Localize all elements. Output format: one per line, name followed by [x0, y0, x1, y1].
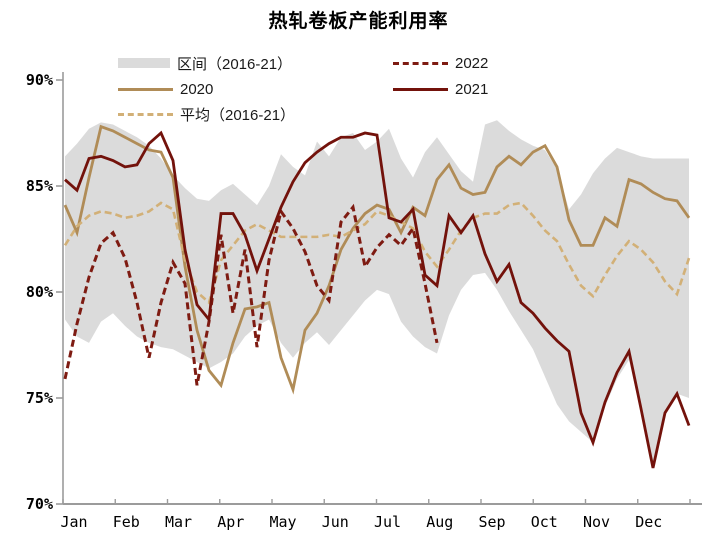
legend-item-average: 平均（2016-21）	[118, 105, 296, 124]
x-tick-label: May	[269, 513, 296, 531]
chart-title: 热轧卷板产能利用率	[268, 11, 449, 32]
series-2020	[63, 124, 691, 395]
legend-swatch-range-band	[118, 58, 170, 68]
legend-label-range: 区间（2016-21）	[177, 55, 293, 73]
x-tick-label: Jun	[322, 513, 349, 531]
series-2021	[64, 130, 691, 469]
range-band-2016-21	[65, 120, 689, 466]
series-201621	[63, 201, 691, 305]
legend-item-2020: 2020	[118, 80, 213, 98]
x-tick-label: Sep	[478, 513, 505, 531]
legend-label-2020: 2020	[180, 80, 214, 98]
legend-swatch-2022-dash	[393, 61, 448, 65]
y-tick-label: 75%	[26, 389, 53, 407]
legend-swatch-2020-line	[118, 87, 173, 91]
legend-swatch-2021-line	[393, 87, 448, 91]
x-tick-label: Apr	[217, 513, 244, 531]
legend-item-range: 区间（2016-21）	[118, 54, 293, 73]
x-tick-label: Feb	[113, 513, 140, 531]
y-tick-label: 90%	[26, 71, 53, 89]
x-tick-label: Dec	[635, 513, 662, 531]
y-tick-label: 80%	[26, 283, 53, 301]
legend-item-2021: 2021	[393, 80, 488, 98]
legend-item-2022: 2022	[393, 54, 488, 72]
legend-label-2022: 2022	[455, 54, 489, 72]
y-tick-label: 85%	[26, 177, 53, 195]
x-tick-label: Nov	[583, 513, 610, 531]
legend-label-average: 平均（2016-21）	[180, 106, 296, 124]
legend-swatch-average-dash	[118, 112, 173, 116]
x-tick-label: Jul	[374, 513, 401, 531]
x-tick-label: Mar	[165, 513, 192, 531]
legend-label-2021: 2021	[455, 80, 489, 98]
y-tick-label: 70%	[26, 495, 53, 513]
x-tick-label: Aug	[426, 513, 453, 531]
x-tick-label: Jan	[60, 513, 87, 531]
series-2022	[63, 203, 439, 386]
x-tick-label: Oct	[531, 513, 558, 531]
